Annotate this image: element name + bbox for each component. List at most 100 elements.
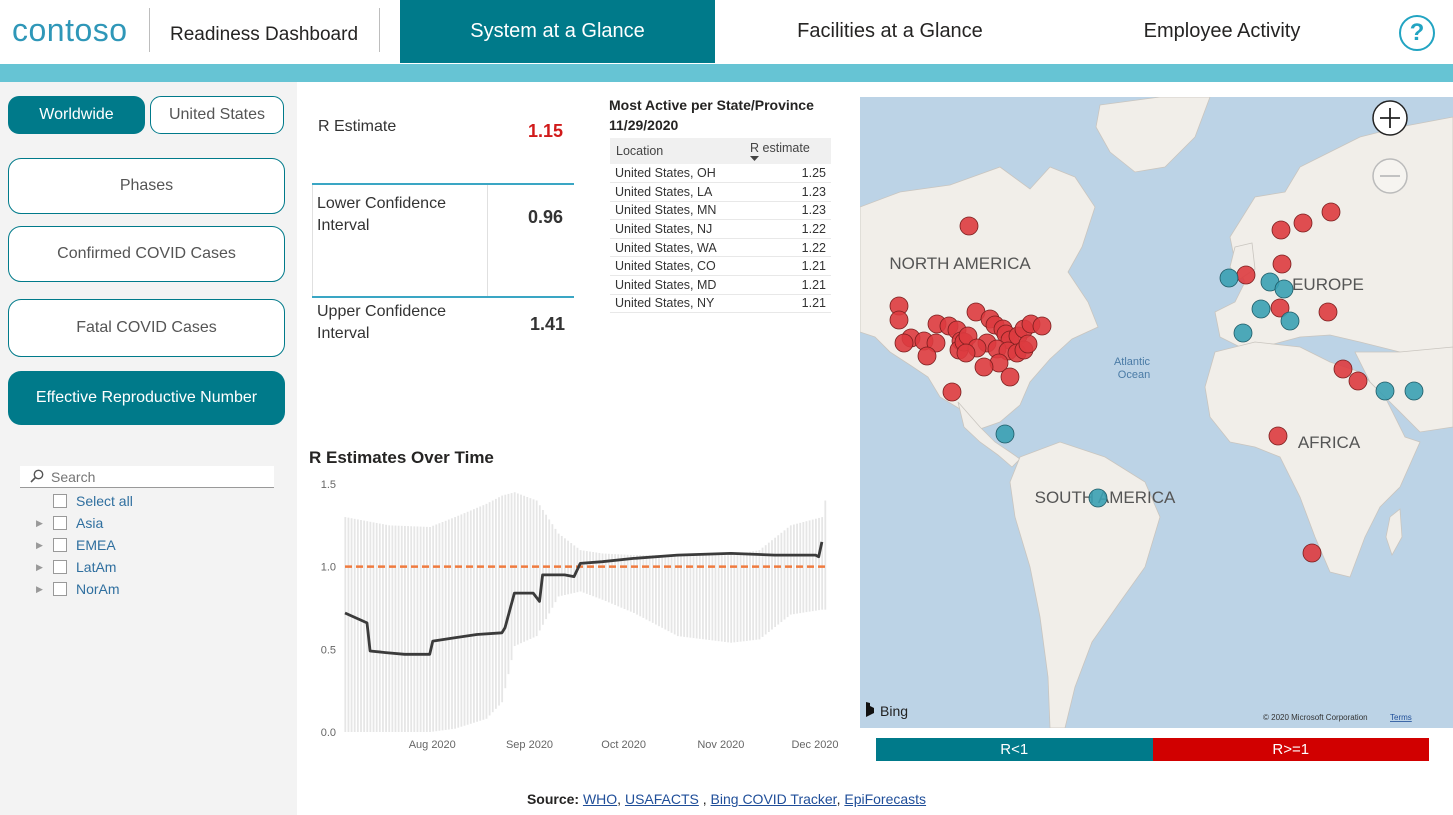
map-marker-low-r[interactable] [995, 424, 1015, 444]
map-marker-low-r[interactable] [1219, 268, 1239, 288]
confidence-band-bar [598, 552, 601, 599]
confirmed-cases-button[interactable]: Confirmed COVID Cases [8, 226, 285, 282]
map-marker-high-r[interactable] [1318, 302, 1338, 322]
expand-arrow-icon[interactable]: ▶ [36, 518, 43, 528]
table-row[interactable]: United States, WA 1.22 [610, 238, 831, 258]
column-header-r-estimate[interactable]: R estimate [746, 138, 831, 164]
map-marker-low-r[interactable] [1280, 311, 1300, 331]
map-marker-low-r[interactable] [1375, 381, 1395, 401]
map-marker-high-r[interactable] [959, 216, 979, 236]
checkbox[interactable] [53, 538, 67, 552]
checkbox[interactable] [53, 582, 67, 596]
table-row[interactable]: United States, LA 1.23 [610, 182, 831, 202]
map-marker-high-r[interactable] [942, 382, 962, 402]
confidence-band-bar [799, 522, 802, 614]
expand-arrow-icon[interactable]: ▶ [36, 584, 43, 594]
confidence-band-bar [419, 526, 422, 732]
confidence-band-bar [535, 500, 538, 637]
checkbox[interactable] [53, 516, 67, 530]
map-marker-low-r[interactable] [1251, 299, 1271, 319]
cell-r-estimate: 1.23 [746, 201, 831, 221]
slicer-item-latam[interactable]: ▶ LatAm [20, 556, 274, 578]
phases-button[interactable]: Phases [8, 158, 285, 214]
tab-employee-activity[interactable]: Employee Activity [1143, 20, 1301, 42]
slicer-search-input[interactable] [51, 469, 261, 485]
confidence-band-bar [724, 555, 726, 642]
map-marker-high-r[interactable] [1268, 426, 1288, 446]
tab-system-at-a-glance[interactable]: System at a Glance [400, 0, 715, 63]
map-marker-low-r[interactable] [1088, 488, 1108, 508]
slicer-item-emea[interactable]: ▶ EMEA [20, 534, 274, 556]
source-link-epiforecasts[interactable]: EpiForecasts [844, 791, 927, 807]
map-marker-high-r[interactable] [1272, 254, 1292, 274]
map-marker-low-r[interactable] [1404, 381, 1424, 401]
confidence-band-bar [532, 499, 535, 638]
expand-arrow-icon[interactable]: ▶ [36, 562, 43, 572]
map-marker-high-r[interactable] [1321, 202, 1341, 222]
map-marker-high-r[interactable] [1348, 371, 1368, 391]
checkbox[interactable] [53, 494, 67, 508]
confidence-band-bar [617, 554, 620, 607]
table-row[interactable]: United States, NY 1.21 [610, 294, 831, 314]
table-row[interactable]: United States, NJ 1.22 [610, 219, 831, 239]
map-marker-high-r[interactable] [974, 357, 994, 377]
map-terms-link[interactable]: Terms [1390, 713, 1412, 722]
slicer-search-box[interactable] [20, 466, 274, 488]
source-link-usafacts[interactable]: USAFACTS [624, 791, 699, 807]
legend-high: R>=1 [1152, 738, 1429, 761]
map-marker-high-r[interactable] [1270, 298, 1290, 318]
confidence-band-bar [391, 525, 394, 732]
y-tick-label: 1.0 [321, 562, 336, 574]
cell-r-estimate: 1.25 [746, 164, 831, 184]
zoom-out-button[interactable] [1372, 158, 1408, 194]
map-marker-high-r[interactable] [894, 333, 914, 353]
map-marker-high-r[interactable] [1293, 213, 1313, 233]
slicer-item-asia[interactable]: ▶ Asia [20, 512, 274, 534]
map-marker-high-r[interactable] [1302, 543, 1322, 563]
map-marker-high-r[interactable] [1018, 334, 1038, 354]
map-marker-high-r[interactable] [889, 310, 909, 330]
confidence-band-bar [786, 527, 789, 618]
map-marker-low-r[interactable] [1274, 279, 1294, 299]
map-marker-low-r[interactable] [1233, 323, 1253, 343]
upper-ci-value: 1.41 [530, 314, 566, 334]
sort-desc-icon [750, 155, 760, 161]
slicer-item-select-all[interactable]: Select all [20, 490, 274, 512]
help-icon[interactable]: ? [1399, 15, 1435, 51]
worldwide-button[interactable]: Worldwide [8, 96, 145, 134]
checkbox[interactable] [53, 560, 67, 574]
map-marker-high-r[interactable] [1236, 265, 1256, 285]
map-marker-high-r[interactable] [1000, 367, 1020, 387]
zoom-in-button[interactable] [1372, 100, 1408, 136]
column-header-location[interactable]: Location [610, 138, 747, 164]
confidence-band-bar [360, 520, 362, 732]
map-marker-high-r[interactable] [1032, 316, 1052, 336]
confidence-band-bar [639, 555, 642, 617]
table-row[interactable]: United States, MD 1.21 [610, 275, 831, 295]
map-marker-high-r[interactable] [926, 333, 946, 353]
confidence-band-bar [494, 498, 497, 709]
table-row[interactable]: United States, OH 1.25 [610, 164, 831, 184]
united-states-button[interactable]: United States [150, 96, 284, 134]
fatal-cases-button[interactable]: Fatal COVID Cases [8, 299, 285, 357]
effective-reproductive-number-button[interactable]: Effective Reproductive Number [8, 371, 285, 425]
table-row[interactable]: United States, CO 1.21 [610, 256, 831, 277]
header-bar: contoso Readiness Dashboard System at a … [0, 0, 1453, 64]
map-marker-high-r[interactable] [917, 346, 937, 366]
source-link-who[interactable]: WHO [582, 791, 618, 807]
world-map[interactable]: NORTH AMERICA EUROPE AFRICA SOUTH AMERIC… [860, 97, 1453, 728]
map-marker-high-r[interactable] [1271, 220, 1291, 240]
confidence-band-bar [654, 555, 657, 625]
dashboard-title: Readiness Dashboard [170, 24, 359, 45]
table-row[interactable]: United States, MN 1.23 [610, 201, 831, 221]
slicer-item-noram[interactable]: ▶ NorAm [20, 578, 274, 600]
source-link-bing-covid-tracker[interactable]: Bing COVID Tracker [710, 791, 837, 807]
header-divider [379, 8, 380, 52]
x-tick-label: Sep 2020 [506, 739, 553, 751]
expand-arrow-icon[interactable]: ▶ [36, 540, 43, 550]
upper-ci-label: Upper Confidence Interval [317, 303, 446, 342]
confidence-band-bar [479, 506, 482, 721]
map-marker-high-r[interactable] [956, 343, 976, 363]
map-marker-high-r[interactable] [1333, 359, 1353, 379]
tab-facilities-at-a-glance[interactable]: Facilities at a Glance [797, 20, 983, 42]
